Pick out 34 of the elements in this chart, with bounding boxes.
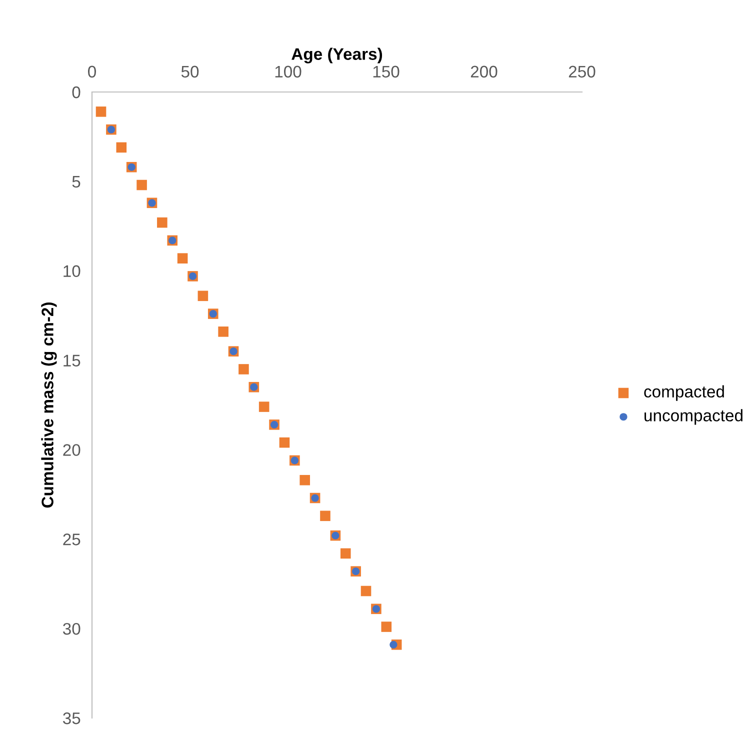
x-tick-label: 250: [568, 66, 596, 78]
y-axis-title: Cumulative mass (g cm-2): [41, 302, 57, 508]
point: [177, 253, 188, 264]
point: [238, 364, 249, 374]
y-tick-label: 35: [62, 712, 80, 724]
point: [340, 548, 351, 559]
x-axis-title: Age (Years): [292, 48, 382, 64]
point: [300, 474, 310, 486]
y-tick-label: 0: [72, 86, 80, 98]
point: [258, 402, 270, 412]
point: [390, 640, 398, 648]
x-tick-label: 50: [181, 66, 199, 78]
point: [136, 180, 147, 190]
x-tick-label: 100: [275, 66, 302, 78]
legend-label: compacted: [644, 385, 724, 401]
point: [320, 510, 330, 522]
y-tick-label: 30: [62, 622, 80, 635]
y-tick-label: 10: [64, 265, 80, 278]
y-tick-label: 5: [72, 176, 80, 188]
legend-label: uncompacted: [644, 409, 742, 425]
point: [279, 437, 290, 448]
point: [96, 106, 106, 117]
point: [360, 586, 372, 596]
x-tick-label: 200: [470, 66, 498, 78]
point: [218, 326, 228, 337]
y-tick-label: 25: [63, 534, 80, 546]
y-tick-label: 20: [63, 444, 80, 456]
y-tick-label: 15: [64, 354, 80, 366]
point: [157, 217, 168, 228]
point: [381, 622, 392, 632]
point: [198, 290, 208, 302]
x-tick-label: 0: [88, 66, 96, 78]
point: [116, 142, 127, 153]
x-tick-label: 150: [373, 66, 400, 78]
